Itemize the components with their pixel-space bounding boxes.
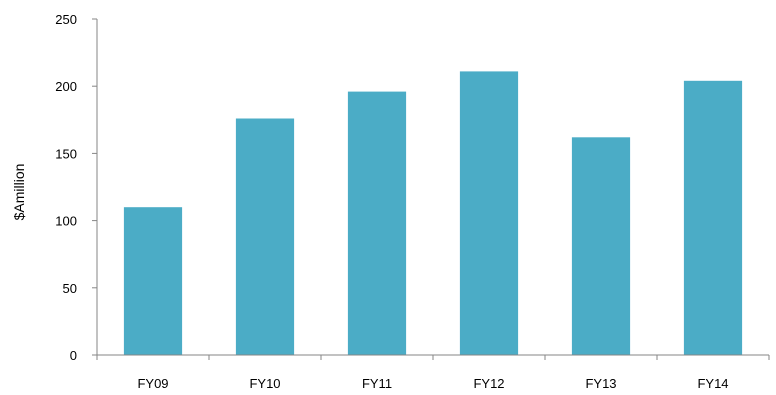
bars-group	[123, 71, 743, 356]
bar-fy11	[347, 91, 407, 355]
y-tick-label: 100	[55, 214, 77, 229]
bar-fy14	[683, 80, 743, 356]
y-ticks-group: 0 50 100 150 200 250	[55, 12, 97, 363]
bar-fy09	[123, 207, 183, 355]
x-tick-label: FY12	[473, 376, 504, 391]
x-tick-label: FY10	[249, 376, 280, 391]
y-axis-title: $Amillion	[11, 164, 27, 221]
y-tick-label: 50	[63, 281, 77, 296]
y-tick-label: 0	[70, 348, 77, 363]
x-tick-label: FY11	[362, 376, 392, 391]
bar-fy13	[571, 137, 631, 355]
x-tick-label: FY09	[137, 376, 168, 391]
x-tick-label: FY13	[585, 376, 616, 391]
x-tick-label: FY14	[697, 376, 728, 391]
axes-group	[96, 19, 769, 356]
y-tick-label: 250	[55, 12, 77, 27]
y-tick-label: 200	[55, 79, 77, 94]
x-ticks-group: FY09 FY10 FY11 FY12 FY13 FY14	[96, 355, 770, 391]
bar-fy10	[235, 118, 295, 355]
bar-fy12	[459, 71, 519, 356]
y-tick-label: 150	[55, 146, 77, 161]
